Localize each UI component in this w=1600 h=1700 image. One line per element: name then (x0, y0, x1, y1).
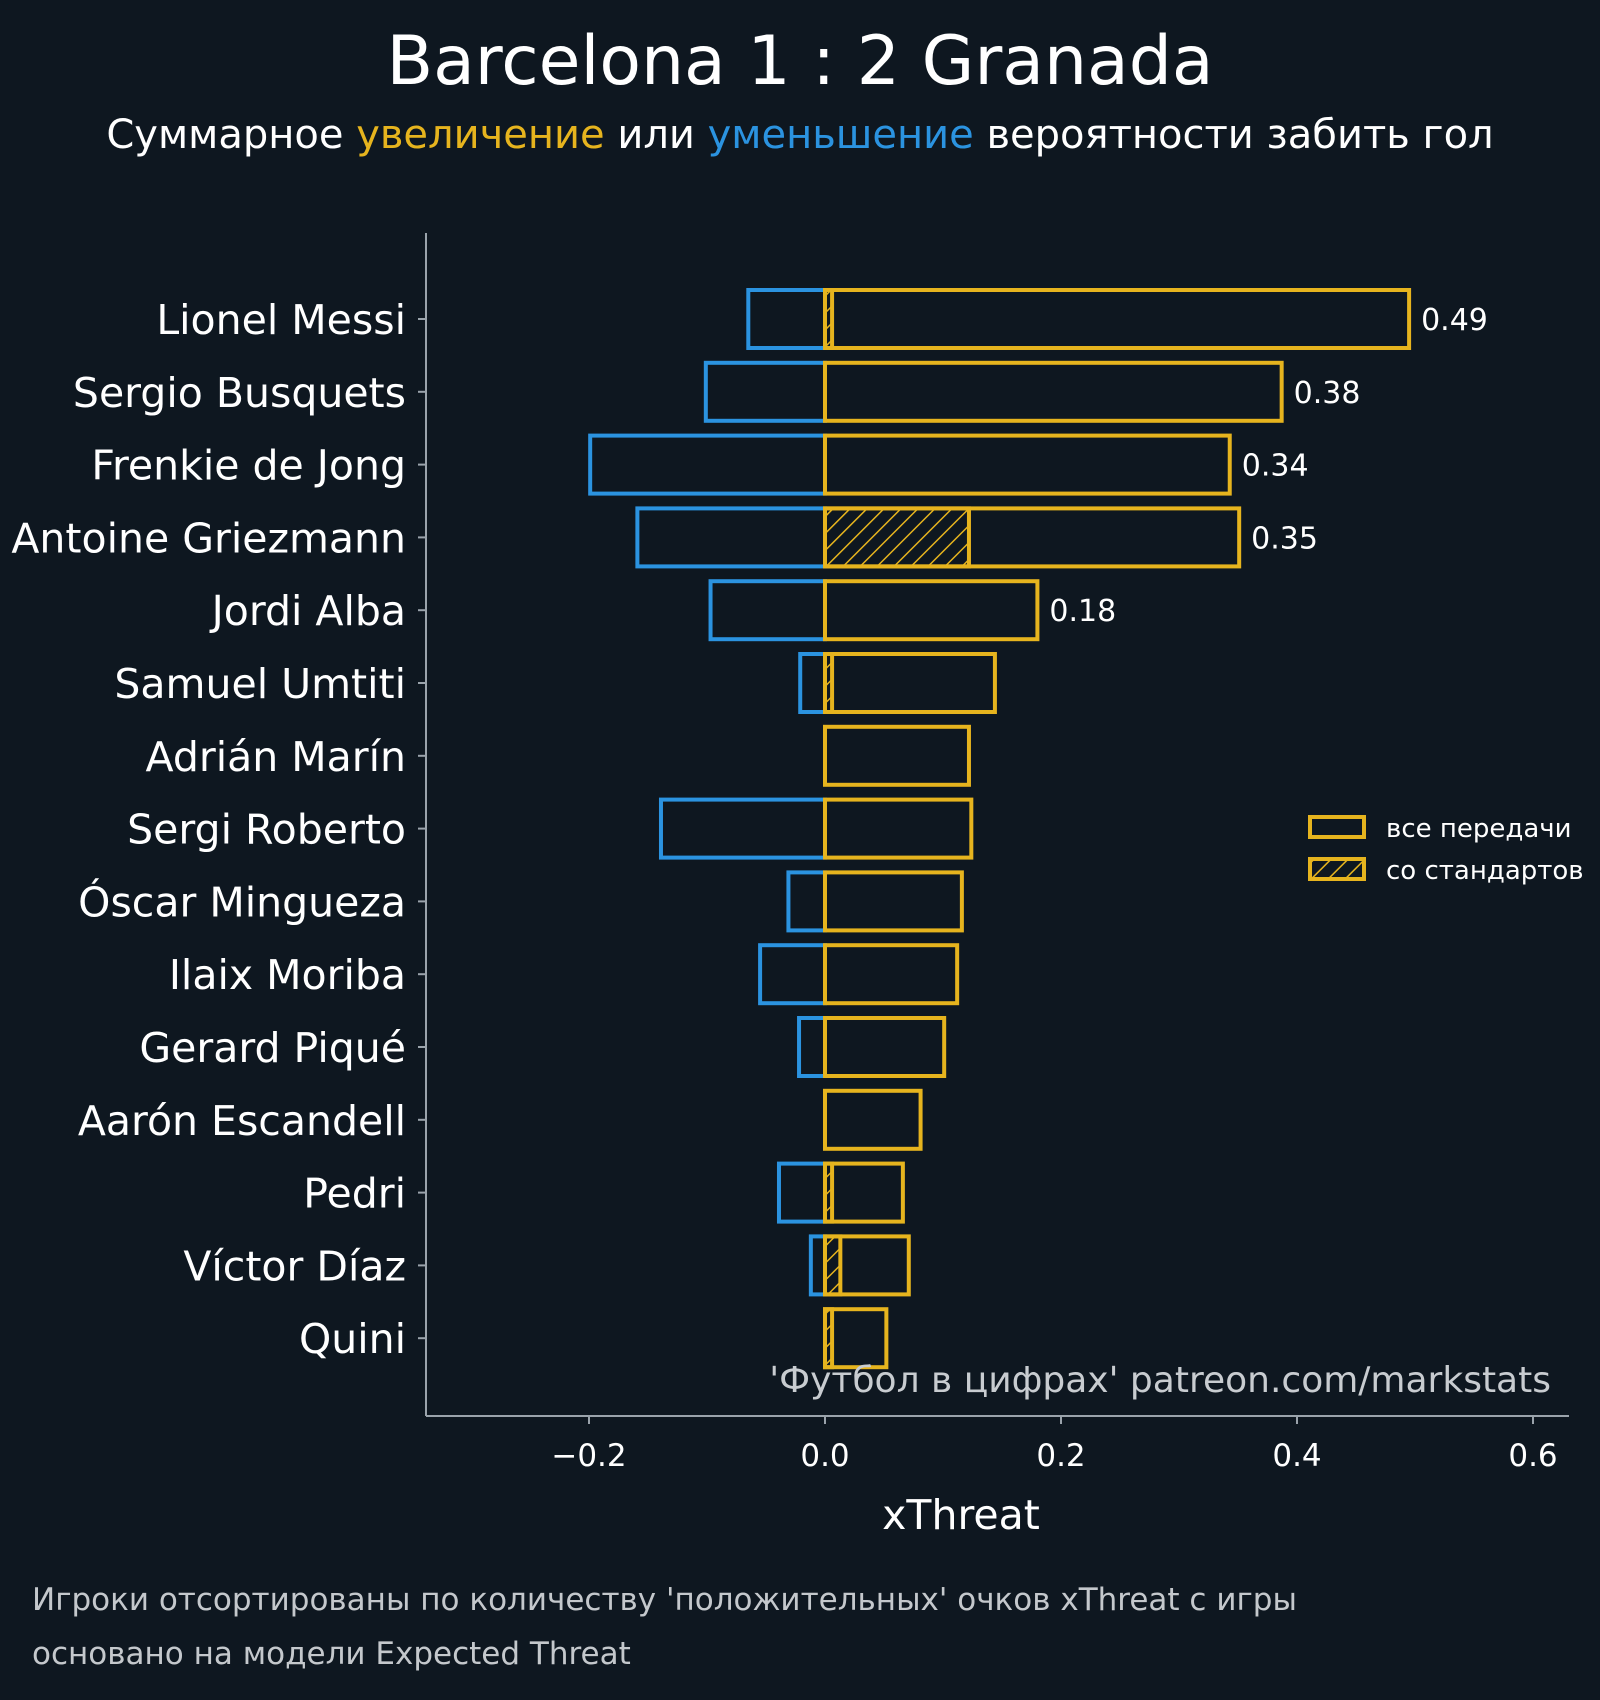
negative-bar (635, 506, 827, 569)
positive-bar (823, 943, 960, 1006)
category-label: Óscar Mingueza (78, 878, 406, 926)
category-label: Antoine Griezmann (11, 514, 406, 562)
footnote-model: основано на модели Expected Threat (32, 1636, 631, 1672)
legend-swatch-outline (1308, 815, 1366, 839)
positive-bar (823, 797, 974, 860)
set-piece-bar (823, 506, 971, 569)
positive-bar (823, 579, 1040, 642)
negative-bar (658, 797, 827, 860)
category-label: Quini (299, 1315, 406, 1363)
chart-title: Barcelona 1 : 2 Granada (386, 22, 1214, 101)
set-piece-bar (823, 1234, 843, 1297)
subtitle-part2: или (604, 112, 708, 158)
x-tick-label: 0.2 (1036, 1438, 1085, 1474)
category-label: Lionel Messi (156, 296, 406, 344)
negative-bar (798, 652, 827, 714)
negative-bar (797, 1016, 827, 1078)
category-label: Sergi Roberto (127, 806, 406, 854)
positive-bar (823, 724, 971, 787)
value-label: 0.18 (1049, 594, 1116, 629)
category-label: Víctor Díaz (183, 1242, 406, 1290)
category-label: Adrián Marín (146, 733, 406, 781)
legend-label: со стандартов (1386, 856, 1584, 886)
axes-group: Lionel Messi Sergio Busquets Frenkie de Jo… (11, 233, 1569, 1539)
positive-bar (823, 652, 997, 714)
negative-bar (708, 579, 827, 642)
x-tick-label: 0.6 (1508, 1438, 1557, 1474)
value-label: 0.35 (1251, 521, 1318, 556)
value-label: 0.38 (1294, 376, 1361, 411)
legend-label: все передачи (1386, 814, 1572, 844)
bars-group: 0.49 0.38 0.34 0.35 0.18 (588, 288, 1488, 1370)
category-label: Aarón Escandell (78, 1097, 406, 1145)
x-tick-label: 0.4 (1272, 1438, 1321, 1474)
category-label: Frenkie de Jong (91, 442, 406, 490)
watermark: 'Футбол в цифрах' patreon.com/markstats (769, 1360, 1551, 1401)
x-axis-label: xThreat (882, 1491, 1040, 1539)
category-label: Ilaix Moriba (169, 951, 406, 999)
category-label: Samuel Umtiti (114, 660, 406, 708)
negative-bar (758, 943, 827, 1006)
value-label: 0.34 (1242, 449, 1309, 484)
negative-bar (786, 870, 827, 933)
chart-subtitle: Суммарное увеличение или уменьшение веро… (0, 112, 1600, 158)
x-tick-label: −0.2 (551, 1438, 626, 1474)
negative-bar (776, 1161, 827, 1224)
footnote-sorting: Игроки отсортированы по количеству 'поло… (32, 1582, 1297, 1618)
positive-bar (823, 288, 1412, 350)
subtitle-decrease: уменьшение (707, 112, 974, 158)
negative-bar (746, 288, 827, 350)
negative-bar (703, 360, 828, 423)
positive-bar (823, 433, 1232, 496)
positive-bar (823, 1161, 905, 1224)
legend: все передачи со стандартов (1308, 814, 1584, 886)
subtitle-increase: увеличение (356, 112, 605, 158)
category-label: Jordi Alba (209, 587, 406, 635)
x-tick-label: 0.0 (800, 1438, 849, 1474)
category-label: Gerard Piqué (139, 1024, 406, 1072)
subtitle-part3: вероятности забить гол (973, 112, 1494, 158)
negative-bar (588, 433, 827, 496)
positive-bar (823, 506, 1242, 569)
legend-swatch-hatched (1308, 857, 1366, 881)
category-label: Pedri (303, 1170, 406, 1218)
subtitle-part1: Суммарное (106, 112, 357, 158)
category-label: Sergio Busquets (73, 369, 406, 417)
positive-bar (823, 1016, 947, 1078)
positive-bar (823, 360, 1284, 423)
positive-bar (823, 1307, 889, 1370)
positive-bar (823, 1234, 911, 1297)
positive-bar (823, 1088, 923, 1151)
positive-bar (823, 870, 964, 933)
value-label: 0.49 (1421, 303, 1488, 338)
negative-bar (808, 1234, 828, 1297)
